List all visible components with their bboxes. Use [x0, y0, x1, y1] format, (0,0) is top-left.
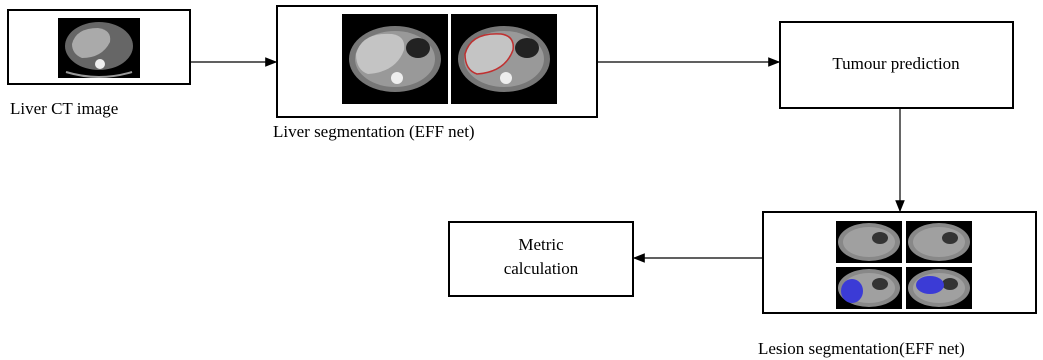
lesion-mask [916, 276, 944, 294]
ct-image [836, 221, 902, 263]
ct-image [451, 14, 557, 104]
node-label: Liver segmentation (EFF net) [273, 122, 475, 141]
node-label: Tumour prediction [832, 54, 960, 73]
node-label: calculation [504, 259, 579, 278]
node-label: Metric [518, 235, 564, 254]
lesion-mask [841, 279, 863, 303]
ct-image [906, 221, 972, 263]
ct-image [342, 14, 448, 104]
ct-image [58, 18, 140, 78]
diagram: Liver CT image Liver segmentation (EFF n… [0, 0, 1043, 360]
node-label: Lesion segmentation(EFF net) [758, 339, 965, 358]
node-label: Liver CT image [10, 99, 118, 118]
